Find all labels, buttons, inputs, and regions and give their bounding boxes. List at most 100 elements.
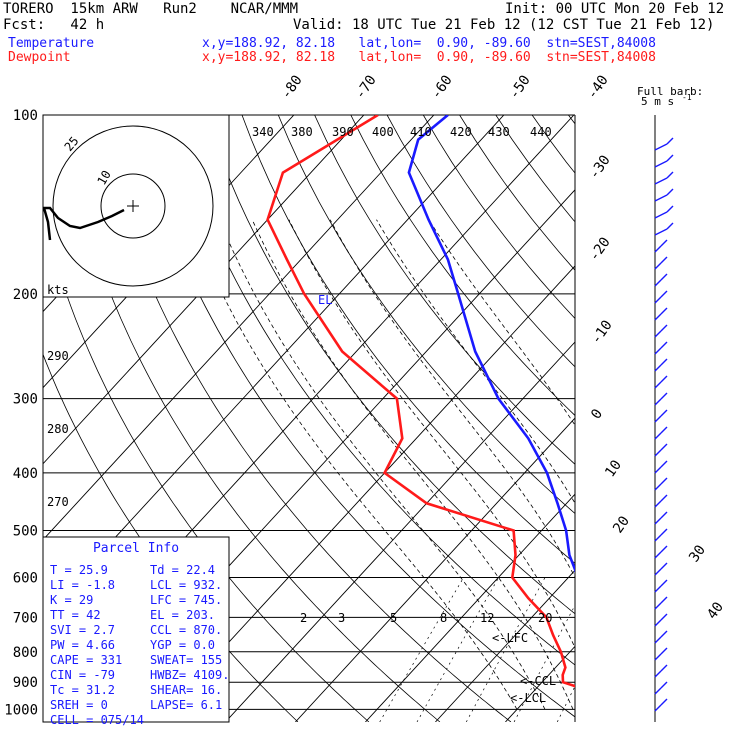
temperature-tick-label: -40 bbox=[584, 72, 612, 102]
wind-barb bbox=[654, 143, 668, 151]
temperature-tick-label: 20 bbox=[610, 513, 633, 536]
temperature-tick-label: 30 bbox=[686, 542, 709, 565]
wind-barb bbox=[654, 228, 668, 236]
wind-barb bbox=[654, 347, 662, 355]
pressure-tick-label: 100 bbox=[13, 108, 38, 124]
parcel-info-right: YGP = 0.0 bbox=[150, 638, 215, 652]
dry-adiabat-line bbox=[386, 115, 575, 368]
theta-label: 420 bbox=[450, 125, 472, 139]
wind-barb bbox=[654, 449, 662, 457]
parcel-info-left: SREH = 0 bbox=[50, 698, 108, 712]
dry-adiabat-line bbox=[568, 115, 575, 125]
parcel-info-left: PW = 4.66 bbox=[50, 638, 115, 652]
isotherm-line bbox=[435, 569, 575, 722]
parcel-info-right: SWEAT= 155 bbox=[150, 653, 222, 667]
wind-barb-flag bbox=[660, 545, 668, 553]
wind-barb-flag bbox=[666, 188, 674, 196]
parcel-info-left: CIN = -79 bbox=[50, 668, 115, 682]
wind-barb-flag bbox=[660, 375, 668, 383]
wind-barb-flag bbox=[666, 171, 674, 179]
wind-barb bbox=[654, 517, 662, 525]
forecast-hour: Fcst: 42 h bbox=[3, 17, 105, 33]
wind-barb-flag bbox=[660, 528, 668, 536]
wind-barb-flag bbox=[660, 511, 668, 519]
wind-barb-flag bbox=[660, 494, 668, 502]
wind-barb bbox=[654, 551, 662, 559]
temperature-legend: Temperature bbox=[8, 36, 95, 51]
theta-label: 390 bbox=[332, 125, 354, 139]
dry-adiabat-line bbox=[641, 115, 740, 722]
mixing-ratio-label: 3 bbox=[338, 611, 345, 625]
dry-adiabat-line bbox=[169, 115, 575, 666]
moist-adiabat-line bbox=[288, 219, 575, 649]
hodograph-ring bbox=[100, 173, 166, 239]
wind-barb bbox=[654, 534, 662, 542]
wind-barb bbox=[654, 245, 662, 253]
wind-barb-flag bbox=[660, 630, 668, 638]
wind-barb bbox=[654, 381, 662, 389]
wind-barb-flag bbox=[660, 562, 668, 570]
wind-barb-flag bbox=[660, 409, 668, 417]
isotherm-line bbox=[43, 115, 365, 465]
hodograph-ring bbox=[52, 125, 214, 287]
temperature-tick-label: -60 bbox=[428, 72, 456, 102]
valid-time: Valid: 18 UTC Tue 21 Feb 12 (12 CST Tue … bbox=[293, 17, 715, 33]
wind-barb bbox=[654, 619, 662, 627]
wind-barb-flag bbox=[660, 579, 668, 587]
mixing-ratio-line bbox=[379, 577, 464, 722]
theta-label: 290 bbox=[47, 349, 69, 363]
temperature-tick-label: -50 bbox=[506, 72, 534, 102]
hodograph-plot bbox=[43, 125, 214, 287]
parcel-info-left: CELL = 075/14 bbox=[50, 713, 144, 727]
temperature-tick-label: -30 bbox=[586, 152, 614, 182]
wind-barb bbox=[654, 296, 662, 304]
pressure-tick-label: 600 bbox=[13, 571, 38, 587]
wind-barb-flag bbox=[660, 443, 668, 451]
dry-adiabat-line bbox=[132, 115, 575, 718]
parcel-info-right: SHEAR= 16. bbox=[150, 683, 222, 697]
parcel-info-right: CCL = 870. bbox=[150, 623, 222, 637]
wind-barb bbox=[654, 364, 662, 372]
parcel-info-left: TT = 42 bbox=[50, 608, 101, 622]
wind-barb-flag bbox=[660, 460, 668, 468]
init-time: Init: 00 UTC Mon 20 Feb 12 bbox=[505, 1, 725, 17]
parcel-info-right: Td = 22.4 bbox=[150, 563, 215, 577]
parcel-info-left: K = 29 bbox=[50, 593, 93, 607]
wind-barb-flag bbox=[660, 239, 668, 247]
wind-barb bbox=[654, 602, 662, 610]
wind-barb-flag bbox=[660, 647, 668, 655]
pressure-tick-label: 900 bbox=[13, 675, 38, 691]
pressure-tick-label: 1000 bbox=[4, 702, 38, 718]
mixing-ratio-line bbox=[614, 578, 683, 723]
mixing-ratio-line bbox=[416, 577, 500, 722]
wind-barb-flag bbox=[666, 205, 674, 213]
wind-barb-flag bbox=[660, 392, 668, 400]
pressure-tick-label: 400 bbox=[13, 466, 38, 482]
isotherm-line bbox=[43, 115, 505, 617]
mixing-ratio-label: 2 bbox=[300, 611, 307, 625]
wind-barb bbox=[654, 500, 662, 508]
moist-adiabat-line bbox=[428, 219, 575, 426]
wind-barb bbox=[654, 704, 662, 712]
dry-adiabat-line bbox=[422, 115, 575, 320]
theta-label: 430 bbox=[488, 125, 510, 139]
dry-adiabat-line bbox=[531, 115, 575, 174]
wind-barb-flag bbox=[660, 290, 668, 298]
wind-barb bbox=[654, 194, 668, 202]
parcel-info-title: Parcel Info bbox=[93, 541, 179, 556]
theta-label: 280 bbox=[47, 422, 69, 436]
parcel-info-right: HWBZ= 4109. bbox=[150, 668, 229, 682]
wind-barb-flag bbox=[666, 154, 674, 162]
wind-barb bbox=[654, 687, 662, 695]
mixing-ratio-label: 20 bbox=[538, 611, 552, 625]
wind-barb bbox=[654, 160, 668, 168]
barb-legend-value: 5 m s bbox=[641, 95, 674, 108]
pressure-tick-label: 700 bbox=[13, 610, 38, 626]
wind-barb-flag bbox=[660, 273, 668, 281]
parcel-info-left: Tc = 31.2 bbox=[50, 683, 115, 697]
wind-barb bbox=[654, 330, 662, 338]
wind-barb-flag bbox=[660, 681, 668, 689]
wind-barb bbox=[654, 211, 668, 219]
dewpoint-profile bbox=[266, 115, 575, 688]
